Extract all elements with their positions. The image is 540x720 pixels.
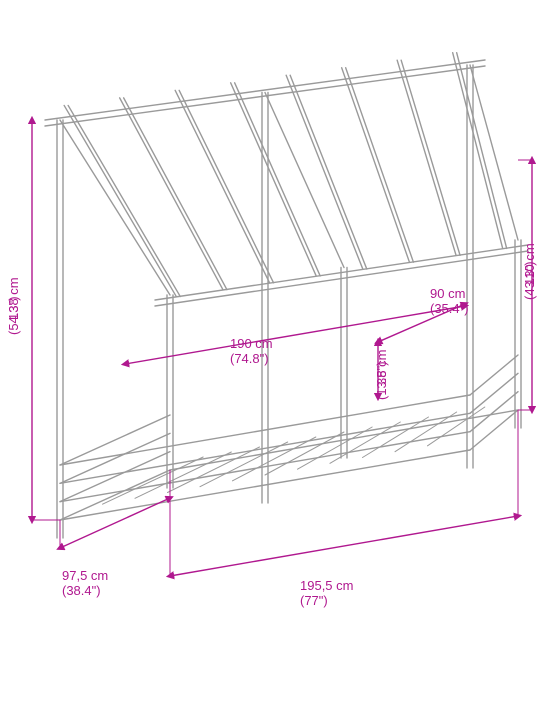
- dimensions-group: 138 cm(54.3") 97,5 cm(38.4") 195,5 cm(77")…: [6, 120, 537, 608]
- dim-label-depth: 97,5 cm: [62, 568, 108, 583]
- dim-label-in-height_right: (43.3"): [522, 261, 537, 300]
- dim-label-in-height_left: (54.3"): [6, 296, 21, 335]
- dimension-diagram: 138 cm(54.3") 97,5 cm(38.4") 195,5 cm(77")…: [0, 0, 540, 720]
- dim-label-inner_width: 90 cm: [430, 286, 465, 301]
- dim-inner_length: 190 cm(74.8"): [125, 306, 465, 366]
- dim-inner_width: 90 cm(35.4"): [378, 286, 469, 342]
- dim-label-in-inner_length: (74.8"): [230, 351, 269, 366]
- dim-rail_height: 35 cm(13.8"): [374, 342, 389, 400]
- dim-label-in-length_bottom: (77"): [300, 593, 328, 608]
- dim-height_left: 138 cm(54.3"): [6, 120, 60, 520]
- dim-label-inner_length: 190 cm: [230, 336, 273, 351]
- dim-label-in-rail_height: (13.8"): [374, 361, 389, 400]
- dim-label-in-depth: (38.4"): [62, 583, 101, 598]
- dim-label-length_bottom: 195,5 cm: [300, 578, 353, 593]
- dim-label-in-inner_width: (35.4"): [430, 301, 469, 316]
